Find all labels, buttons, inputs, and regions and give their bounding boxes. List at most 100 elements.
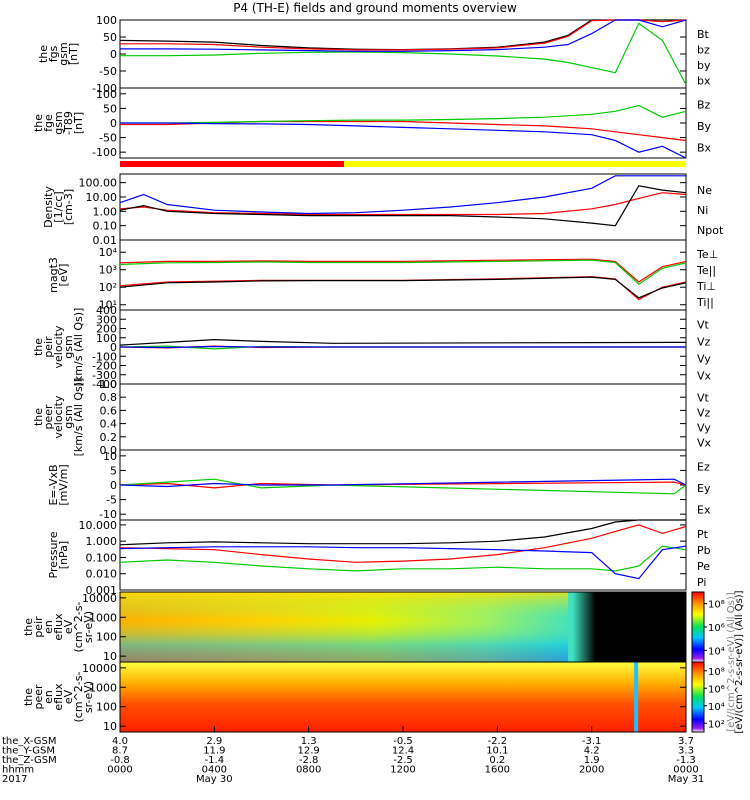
x-tick-label: 0000 [673, 765, 698, 776]
y-axis-label: peer [42, 404, 55, 430]
y-tick-label: 10000 [82, 592, 117, 605]
y-tick-label: -300 [92, 369, 117, 382]
x-tick-label: 10.1 [486, 746, 508, 757]
y-axis-label: eflux [52, 683, 65, 711]
y-tick-label: 0 [110, 341, 117, 354]
x-tick-label: 2000 [579, 765, 604, 776]
y-axis-label: the [37, 45, 50, 63]
y-axis-label: eV [62, 689, 75, 704]
x-tick-label: 12.4 [392, 746, 414, 757]
y-tick-label: -200 [92, 360, 117, 373]
y-tick-label: -100 [92, 146, 117, 159]
y-axis-label: magt3 [47, 257, 60, 293]
series-Bx [120, 122, 687, 159]
date-label: May 30 [196, 774, 233, 785]
y-axis-label: [eV] [57, 264, 70, 287]
colorbars: 10⁸ 10⁶ 10⁴ 10⁸ 10⁶ 10⁴ 10² [eV/(cm^2-s-sr-eV)]… [691, 590, 745, 734]
panel-pressure: 10.000 1.000 0.100 0.010 0.001 Pressure[nPa] P… [47, 519, 711, 597]
panel-temp: 10⁴ 10³ 10² 10¹ magt3[eV] Te⊥ Te|| Ti⊥ Ti|| [47, 239, 718, 312]
x-tick-label: 4.2 [584, 746, 600, 757]
x-row-label: hhmm [2, 765, 34, 776]
series-Ey [119, 478, 687, 495]
y-tick-label: -100 [92, 82, 117, 95]
y-tick-label: 0.2 [100, 431, 118, 444]
y-axis-label: [nT] [72, 112, 85, 134]
series-Ex [119, 478, 687, 488]
y-tick-label: 400 [96, 304, 117, 317]
y-tick-label: 0.010 [86, 568, 118, 581]
x-tick-label: -2.5 [393, 755, 413, 766]
y-tick-label: 0.100 [86, 551, 118, 564]
electron-spectrogram-stripe [634, 662, 639, 732]
legend-entry: bx [697, 74, 711, 87]
legend-entry: Vt [697, 392, 710, 405]
x-tick-label: -1.4 [205, 755, 225, 766]
y-axis-label: peer [32, 684, 45, 710]
y-axis-label: [mV/m] [57, 464, 70, 505]
x-row-label: the_X-GSM [2, 736, 56, 747]
y-tick-label: 100 [96, 14, 117, 27]
panel-frame [119, 519, 687, 591]
y-axis-label: the [32, 338, 45, 356]
y-axis-label: (cm^2-s- [72, 602, 85, 653]
y-axis-label: fge [42, 114, 55, 132]
series-bz [120, 19, 687, 51]
x-tick-label: 1200 [390, 765, 415, 776]
y-axis-label: sr-eV) [82, 681, 95, 713]
series-Te|| [119, 276, 687, 299]
y-tick-label: 10.000 [79, 519, 118, 532]
legend-entry: Ez [697, 461, 710, 474]
x-tick-label: -3.1 [582, 736, 602, 747]
y-tick-label: 0 [110, 479, 117, 492]
y-tick-label: 10.00 [86, 191, 118, 204]
y-tick-label: 1000 [89, 611, 117, 624]
series-Ez [119, 481, 687, 489]
y-axis-label: [cm-3] [62, 189, 75, 225]
x-tick-label: -1.3 [676, 755, 696, 766]
series-Ti⊥ [119, 258, 687, 283]
y-tick-label: 10 [103, 720, 117, 733]
series-Ni [119, 185, 687, 227]
y-axis-label: [1/cc] [52, 191, 65, 222]
colorbar [691, 591, 705, 663]
x-tick-label: 8.7 [112, 746, 128, 757]
y-tick-label: 1.000 [86, 535, 118, 548]
series-Pb [119, 524, 687, 563]
series-Bz [120, 120, 687, 142]
x-tick-label: 1.9 [584, 755, 600, 766]
x-tick-label: 1.3 [301, 736, 317, 747]
y-axis-label: sr-eV) [82, 611, 95, 643]
series-bx [120, 19, 687, 52]
legend-entry: Ti⊥ [696, 280, 716, 293]
series-By [120, 104, 687, 124]
legend-entry: Pe [697, 560, 710, 573]
y-tick-label: -10 [99, 508, 117, 521]
legend-entry: Vy [697, 422, 711, 435]
y-axis-label: [nT] [67, 43, 80, 65]
x-tick-label: 0000 [107, 765, 132, 776]
y-axis-label: peir [42, 336, 55, 358]
legend-entry: Ne [697, 184, 712, 197]
y-tick-label: 10000 [82, 662, 117, 675]
y-tick-label: -100 [92, 350, 117, 363]
y-axis-label: E=-VxB [47, 464, 60, 505]
legend-entry: Bt [697, 28, 710, 41]
y-axis-label: velocity [52, 325, 65, 368]
orbit-bar-red [120, 161, 345, 167]
y-axis-label: [nPa] [57, 541, 70, 569]
legend-entry: Bz [697, 99, 711, 112]
y-axis-label: velocity [52, 395, 65, 438]
series-Pe [119, 545, 687, 572]
legend-entry: by [697, 59, 711, 72]
y-tick-label: 1000 [89, 681, 117, 694]
y-tick-label: 100 [96, 631, 117, 644]
y-axis-label: [km/s (All Qs)] [72, 378, 85, 457]
panel-frame [119, 383, 687, 451]
y-tick-label: 1.00 [93, 205, 118, 218]
series-Bt [119, 19, 686, 51]
x-tick-label: 4.0 [112, 736, 128, 747]
legend-entry: Vt [697, 319, 710, 332]
y-tick-label: 0.001 [86, 584, 118, 597]
y-tick-label: 10 [103, 450, 117, 463]
legend-entry: Vz [697, 336, 711, 349]
